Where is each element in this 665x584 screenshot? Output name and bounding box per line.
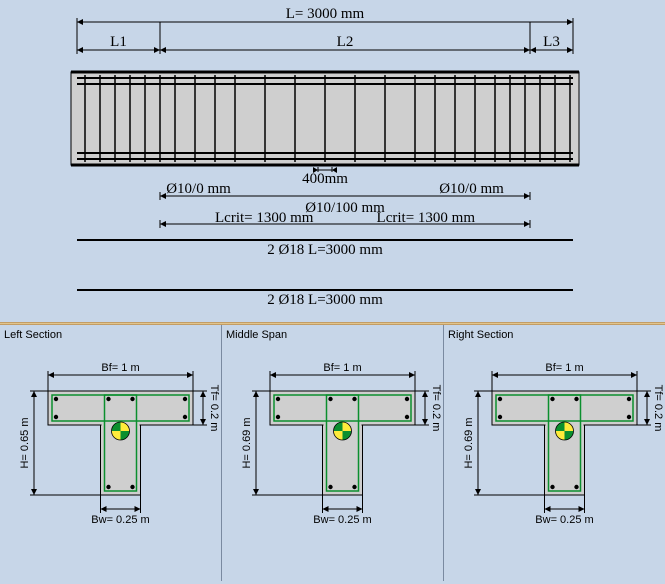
- svg-text:Tf= 0.2 m: Tf= 0.2 m: [208, 385, 220, 432]
- svg-text:Bf= 1 m: Bf= 1 m: [323, 362, 361, 374]
- section-drawing: Bf= 1 m Tf= 0.2 m H= 0.69 m Bw= 0.25 m: [444, 325, 665, 581]
- section-title: Middle Span: [226, 329, 287, 341]
- section-title: Right Section: [448, 329, 513, 341]
- svg-text:2 Ø18 L=3000 mm: 2 Ø18 L=3000 mm: [267, 242, 383, 258]
- svg-text:Bw= 0.25 m: Bw= 0.25 m: [535, 514, 593, 526]
- svg-text:Bw= 0.25 m: Bw= 0.25 m: [313, 514, 371, 526]
- svg-text:H= 0.65 m: H= 0.65 m: [19, 417, 31, 468]
- svg-text:Bf= 1 m: Bf= 1 m: [545, 362, 583, 374]
- section-right: Right Section Bf= 1 mTf= 0.2 mH= 0.69 mB…: [443, 325, 665, 581]
- section-drawing: Bf= 1 m Tf= 0.2 m H= 0.69 m Bw= 0.25 m: [222, 325, 443, 581]
- section-left: Left Section Bf= 1 m Tf= 0.2 m H= 0.65 m Bw…: [0, 325, 221, 581]
- svg-text:H= 0.69 m: H= 0.69 m: [463, 417, 475, 468]
- svg-text:400mm: 400mm: [302, 171, 348, 187]
- sections-panel: Left Section Bf= 1 m Tf= 0.2 m H= 0.65 m Bw…: [0, 325, 665, 581]
- svg-text:Lcrit= 1300 mm: Lcrit= 1300 mm: [215, 210, 314, 226]
- svg-text:Ø10/100 mm: Ø10/100 mm: [305, 200, 385, 216]
- svg-text:Tf= 0.2 m: Tf= 0.2 m: [430, 385, 442, 432]
- svg-text:2 Ø18 L=3000 mm: 2 Ø18 L=3000 mm: [267, 292, 383, 308]
- svg-text:Lcrit= 1300 mm: Lcrit= 1300 mm: [377, 210, 476, 226]
- svg-text:Bf= 1 m: Bf= 1 m: [101, 362, 139, 374]
- svg-text:L= 3000 mm: L= 3000 mm: [286, 6, 365, 22]
- elevation-drawing: L= 3000 mm L1 L2 L3 400mm Ø10/0 mm Ø10/0 mm Ø10…: [0, 0, 665, 322]
- section-title: Left Section: [4, 329, 62, 341]
- svg-text:L2: L2: [337, 34, 354, 50]
- svg-text:L3: L3: [543, 34, 560, 50]
- svg-text:L1: L1: [110, 34, 127, 50]
- elevation-panel: L= 3000 mm L1 L2 L3 400mm Ø10/0 mm Ø10/0 mm Ø10…: [0, 0, 665, 322]
- svg-text:Tf= 0.2 m: Tf= 0.2 m: [652, 385, 664, 432]
- svg-text:H= 0.69 m: H= 0.69 m: [241, 417, 253, 468]
- section-drawing: Bf= 1 m Tf= 0.2 m H= 0.65 m Bw= 0.25 m: [0, 325, 221, 581]
- svg-text:Ø10/0 mm: Ø10/0 mm: [439, 181, 504, 197]
- svg-text:Ø10/0 mm: Ø10/0 mm: [166, 181, 231, 197]
- section-middle: Middle Span Bf= 1 m Tf= 0.2 m H= 0.69 m Bw=…: [221, 325, 443, 581]
- svg-text:Bw= 0.25 m: Bw= 0.25 m: [91, 514, 149, 526]
